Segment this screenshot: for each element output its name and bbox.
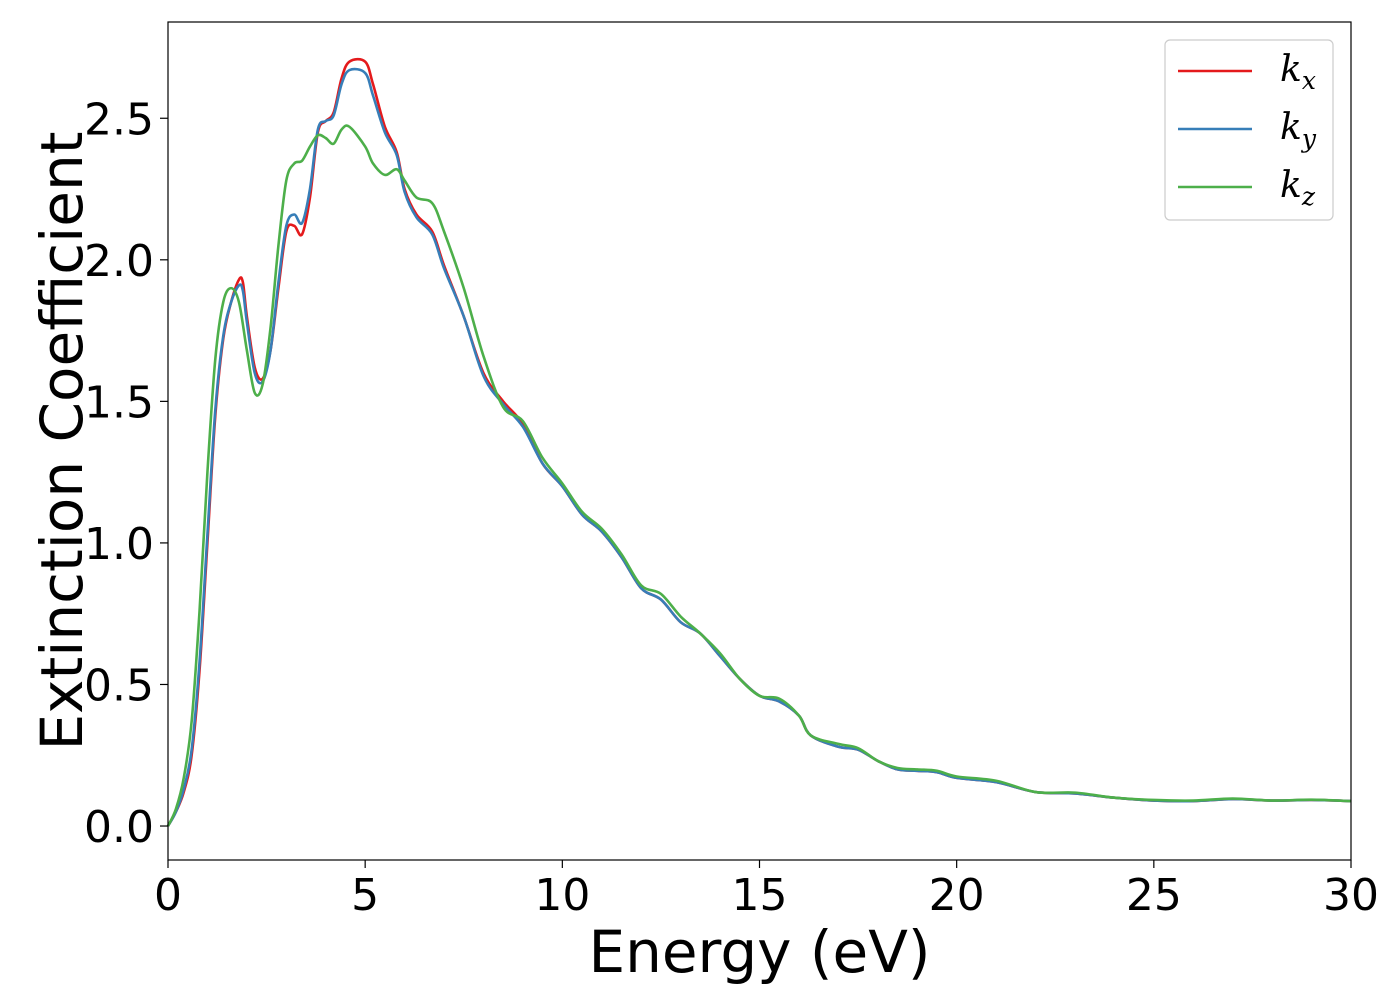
y-tick-label: 2.5 [84, 94, 154, 145]
y-tick-label: 0.5 [84, 660, 154, 711]
y-tick-label: 2.0 [84, 236, 154, 287]
x-tick-label: 25 [1126, 870, 1182, 921]
legend-label: kx [1280, 49, 1316, 95]
x-axis-label: Energy (eV) [588, 918, 930, 986]
legend-item-y: ky [1178, 107, 1317, 153]
x-tick-label: 15 [732, 870, 788, 921]
series-line-z [166, 124, 1352, 827]
x-tick-label: 20 [929, 870, 985, 921]
x-axis-ticks: 0 5 10 15 20 25 30 [154, 860, 1379, 921]
series-line-y [166, 67, 1352, 827]
y-axis-ticks: 0.0 0.5 1.0 1.5 2.0 2.5 [84, 94, 168, 853]
x-tick-label: 30 [1323, 870, 1379, 921]
legend-item-x: kx [1178, 49, 1316, 95]
legend-item-z: kz [1178, 165, 1316, 211]
x-tick-label: 10 [534, 870, 590, 921]
x-tick-label: 0 [154, 870, 182, 921]
y-axis-label: Extinction Coefficient [28, 132, 96, 751]
y-tick-label: 1.0 [84, 519, 154, 570]
legend-label: ky [1280, 107, 1317, 153]
legend-label: kz [1280, 165, 1316, 211]
series-layer [166, 57, 1352, 827]
y-tick-label: 0.0 [84, 802, 154, 853]
y-tick-label: 1.5 [84, 377, 154, 428]
legend: kx ky kz [1164, 39, 1334, 221]
x-tick-label: 5 [351, 870, 379, 921]
